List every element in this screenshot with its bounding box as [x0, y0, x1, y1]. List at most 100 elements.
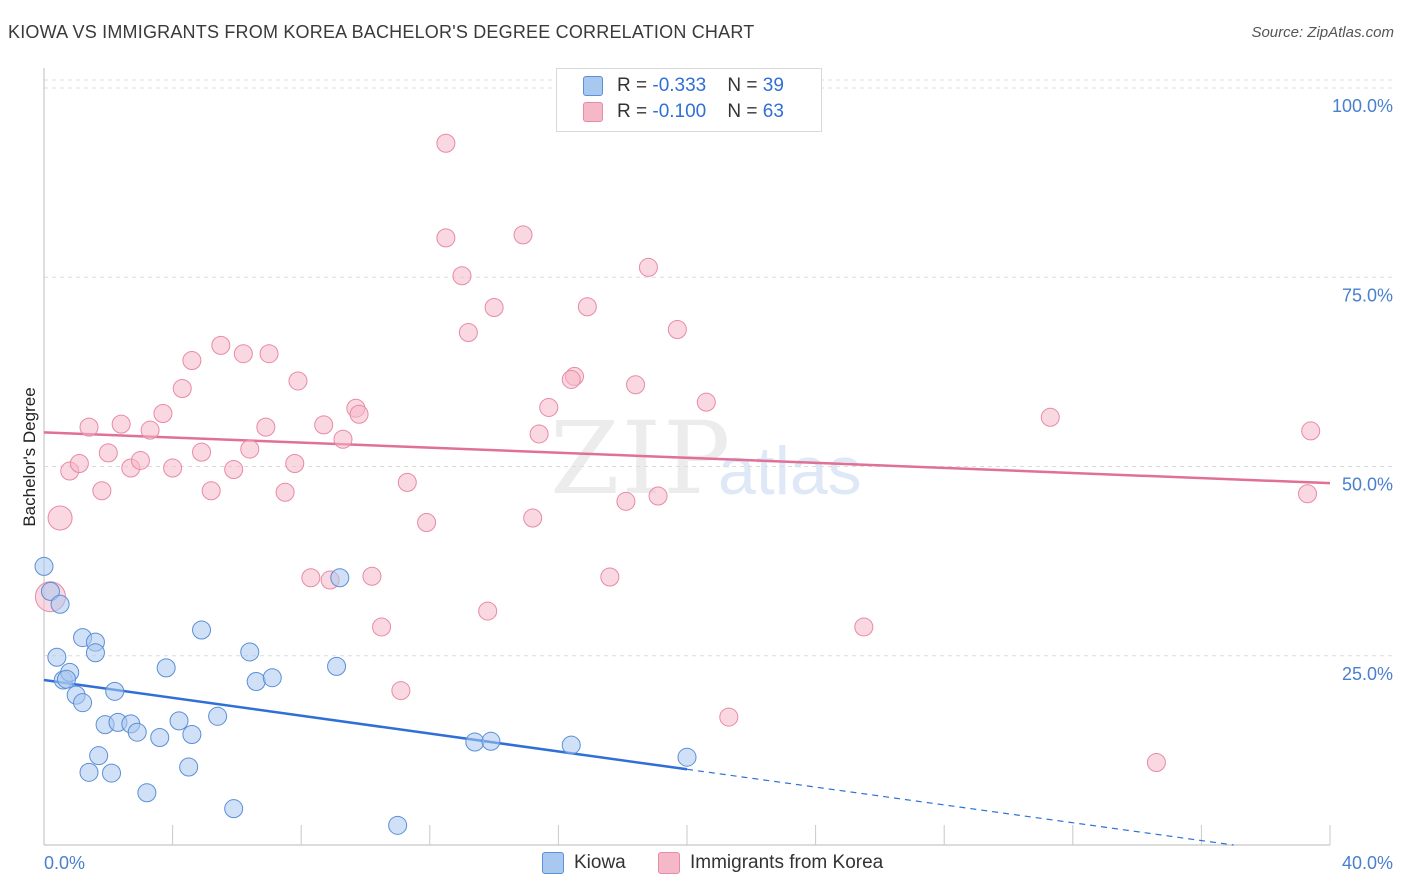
- data-point: [529, 424, 549, 444]
- data-point: [262, 668, 282, 688]
- data-point: [330, 568, 350, 588]
- bottom-legend-swatch-korea: [658, 852, 680, 874]
- legend-row-korea: R = -0.100 N = 63: [583, 101, 784, 125]
- data-point: [256, 417, 276, 437]
- data-point: [667, 319, 687, 339]
- data-point: [130, 450, 150, 470]
- data-point: [696, 392, 716, 412]
- data-point: [172, 379, 192, 399]
- data-point: [40, 581, 60, 601]
- data-point: [57, 669, 77, 689]
- data-point: [854, 617, 874, 637]
- data-point: [288, 371, 308, 391]
- data-point: [452, 266, 472, 286]
- data-point: [314, 415, 334, 435]
- data-point: [137, 783, 157, 803]
- data-point: [92, 481, 112, 501]
- data-point: [224, 460, 244, 480]
- y-tick-label: 75.0%: [1342, 285, 1393, 305]
- data-point: [182, 351, 202, 371]
- bottom-legend-label-kiowa: Kiowa: [574, 852, 626, 874]
- data-point: [458, 323, 478, 343]
- data-point: [259, 344, 279, 364]
- data-point: [233, 344, 253, 364]
- legend-n-label: N =: [727, 101, 763, 122]
- data-point: [285, 453, 305, 473]
- data-point: [719, 707, 739, 727]
- chart-title: KIOWA VS IMMIGRANTS FROM KOREA BACHELOR'…: [8, 22, 755, 42]
- data-point: [388, 815, 408, 835]
- chart-source: Source: ZipAtlas.com: [1251, 24, 1394, 41]
- grid-lines: [44, 79, 1392, 657]
- data-point: [224, 799, 244, 819]
- legend-r-value: -0.333: [652, 75, 707, 96]
- data-point: [648, 486, 668, 506]
- data-point: [327, 656, 347, 676]
- data-point: [626, 375, 646, 395]
- data-point: [465, 732, 485, 752]
- data-point: [102, 763, 122, 783]
- data-point: [34, 556, 54, 576]
- data-point: [333, 429, 353, 449]
- data-point: [192, 620, 212, 640]
- axes: [43, 68, 1331, 846]
- y-tick-label: 100.0%: [1332, 96, 1393, 116]
- legend-r-value: -0.100: [652, 101, 707, 122]
- trend-lines: [43, 431, 1331, 846]
- data-point: [523, 508, 543, 528]
- data-point: [1297, 484, 1317, 504]
- data-point: [201, 481, 221, 501]
- data-point: [301, 568, 321, 588]
- data-point: [47, 505, 73, 531]
- data-points: [34, 133, 1321, 835]
- data-point: [484, 298, 504, 318]
- bottom-legend-kiowa: Kiowa: [542, 852, 626, 874]
- data-point: [478, 601, 498, 621]
- legend-n-label: N =: [727, 75, 763, 96]
- data-point: [156, 658, 176, 678]
- data-point: [539, 397, 559, 417]
- data-point: [513, 225, 533, 245]
- trend-line-extension: [686, 768, 1234, 846]
- legend-r-label: R =: [617, 101, 653, 122]
- data-point: [436, 133, 456, 153]
- correlation-legend: R = -0.333 N = 39 R = -0.100 N = 63: [556, 68, 822, 132]
- data-point: [561, 735, 581, 755]
- legend-n-value: 63: [762, 101, 784, 122]
- data-point: [1301, 421, 1321, 441]
- data-point: [577, 297, 597, 317]
- data-point: [73, 693, 93, 713]
- legend-row-kiowa: R = -0.333 N = 39: [583, 75, 784, 99]
- y-tick-label: 25.0%: [1342, 664, 1393, 684]
- legend-swatch-korea: [583, 101, 603, 122]
- data-point: [150, 728, 170, 748]
- x-tick-label: 40.0%: [1342, 853, 1393, 873]
- trend-line: [43, 431, 1331, 485]
- data-point: [616, 491, 636, 511]
- data-point: [163, 458, 183, 478]
- data-point: [98, 443, 118, 463]
- data-point: [481, 731, 501, 751]
- bottom-legend-swatch-kiowa: [542, 852, 564, 874]
- legend-r-label: R =: [617, 75, 653, 96]
- bottom-legend-korea: Immigrants from Korea: [658, 852, 883, 874]
- data-point: [211, 335, 231, 355]
- data-point: [417, 513, 437, 533]
- data-point: [105, 681, 125, 701]
- watermark-atlas: atlas: [718, 433, 862, 509]
- data-point: [362, 566, 382, 586]
- x-tick-label: 0.0%: [44, 853, 85, 873]
- data-point: [111, 414, 131, 434]
- bottom-legend-label-korea: Immigrants from Korea: [690, 852, 884, 874]
- data-point: [140, 420, 160, 440]
- data-point: [182, 724, 202, 744]
- trend-line: [43, 678, 688, 771]
- data-point: [561, 369, 581, 389]
- data-point: [240, 642, 260, 662]
- y-tick-label: 50.0%: [1342, 475, 1393, 495]
- data-point: [153, 404, 173, 424]
- data-point: [240, 439, 260, 459]
- data-point: [246, 671, 266, 691]
- data-point: [79, 417, 99, 437]
